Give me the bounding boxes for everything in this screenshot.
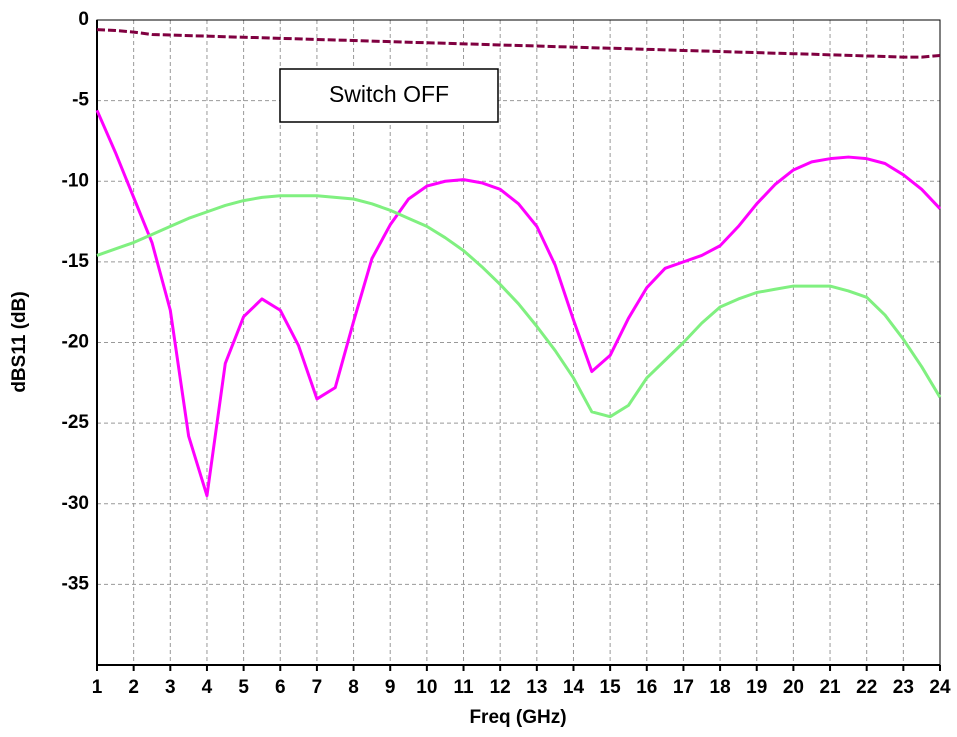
x-tick-label: 5 [238,677,249,698]
x-tick-label: 10 [416,677,437,698]
x-tick-label: 21 [819,677,841,698]
x-tick-label: 17 [673,677,694,698]
y-tick-label: -15 [62,251,90,272]
x-axis-label: Freq (GHz) [469,707,566,728]
x-tick-label: 3 [165,677,176,698]
series-line [96,28,941,59]
y-axis-label: dBS11 (dB) [9,291,30,392]
x-tick-label: 13 [526,677,547,698]
x-tick-label: 23 [893,677,914,698]
y-tick-label: -5 [72,90,89,111]
x-tick-label: 9 [385,677,396,698]
x-tick-label: 18 [710,677,731,698]
x-tick-label: 11 [453,677,474,698]
y-tick-label: -10 [62,170,89,191]
x-tick-label: 22 [856,677,877,698]
x-tick-label: 8 [348,677,359,698]
x-tick-label: 20 [783,677,804,698]
y-tick-label: -20 [62,332,89,353]
y-tick-label: -30 [62,493,89,514]
y-tick-label: -35 [62,573,90,594]
series-line [96,194,942,419]
x-tick-label: 1 [92,677,103,698]
y-tick-label: 0 [78,9,89,30]
x-tick-label: 19 [746,677,767,698]
series-line [95,109,942,498]
x-tick-label: 24 [929,677,951,698]
y-tick-label: -25 [62,412,90,433]
x-tick-label: 6 [275,677,286,698]
annotation-box [279,68,499,123]
x-tick-label: 14 [563,677,585,698]
x-tick-label: 7 [312,677,323,698]
x-tick-label: 12 [490,677,511,698]
x-tick-label: 15 [600,677,622,698]
x-tick-label: 16 [636,677,657,698]
x-tick-label: 2 [128,677,139,698]
annotation: Switch OFF [329,81,449,107]
x-tick-label: 4 [202,677,213,698]
